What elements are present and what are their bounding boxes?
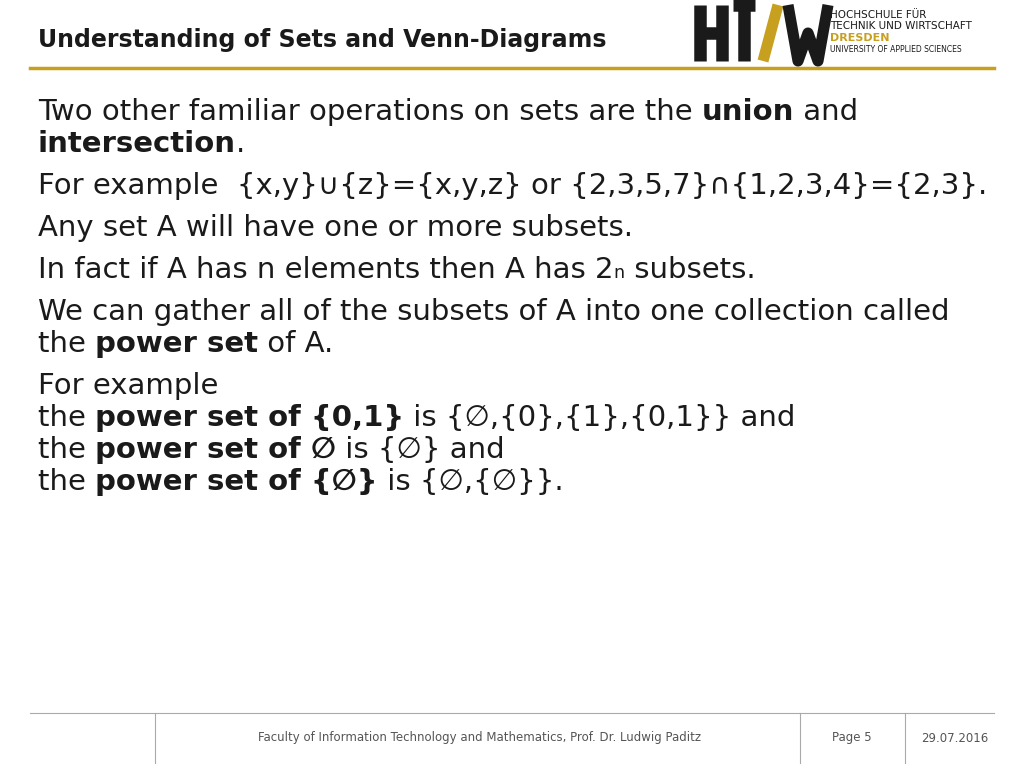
Text: power set of: power set of <box>95 436 311 464</box>
Text: is {∅,{∅}}.: is {∅,{∅}}. <box>378 468 563 496</box>
Text: Two other familiar operations on sets are the: Two other familiar operations on sets ar… <box>38 98 701 126</box>
Text: Any set A will have one or more subsets.: Any set A will have one or more subsets. <box>38 214 633 242</box>
Text: power set of {∅}: power set of {∅} <box>95 468 378 496</box>
Text: For example: For example <box>38 372 218 400</box>
Text: is {∅} and: is {∅} and <box>336 436 505 464</box>
Text: the: the <box>38 404 95 432</box>
Text: HOCHSCHULE FÜR: HOCHSCHULE FÜR <box>830 10 927 20</box>
Text: Page 5: Page 5 <box>833 731 871 744</box>
Text: In fact if A has n elements then A has 2: In fact if A has n elements then A has 2 <box>38 256 613 284</box>
Text: is {∅,{0},{1},{0,1}} and: is {∅,{0},{1},{0,1}} and <box>404 404 796 432</box>
Text: and: and <box>795 98 858 126</box>
Text: subsets.: subsets. <box>625 256 756 284</box>
Text: UNIVERSITY OF APPLIED SCIENCES: UNIVERSITY OF APPLIED SCIENCES <box>830 45 962 54</box>
Text: Understanding of Sets and Venn-Diagrams: Understanding of Sets and Venn-Diagrams <box>38 28 606 52</box>
Text: power set: power set <box>95 330 258 358</box>
Text: For example  {x,y}∪{z}={x,y,z} or {2,3,5,7}∩{1,2,3,4}={2,3}.: For example {x,y}∪{z}={x,y,z} or {2,3,5,… <box>38 172 987 200</box>
Text: ∅: ∅ <box>311 436 336 464</box>
Text: the: the <box>38 468 95 496</box>
Text: n: n <box>613 264 625 282</box>
Text: intersection: intersection <box>38 130 236 158</box>
Text: DRESDEN: DRESDEN <box>830 33 890 43</box>
Text: of A.: of A. <box>258 330 334 358</box>
Text: Faculty of Information Technology and Mathematics, Prof. Dr. Ludwig Paditz: Faculty of Information Technology and Ma… <box>258 731 701 744</box>
Text: TECHNIK UND WIRTSCHAFT: TECHNIK UND WIRTSCHAFT <box>830 21 972 31</box>
Text: the: the <box>38 330 95 358</box>
Text: We can gather all of the subsets of A into one collection called: We can gather all of the subsets of A in… <box>38 298 949 326</box>
Text: the: the <box>38 436 95 464</box>
Text: power set of {0,1}: power set of {0,1} <box>95 404 404 432</box>
Text: union: union <box>701 98 795 126</box>
Text: 29.07.2016: 29.07.2016 <box>922 731 988 744</box>
Text: .: . <box>236 130 246 158</box>
